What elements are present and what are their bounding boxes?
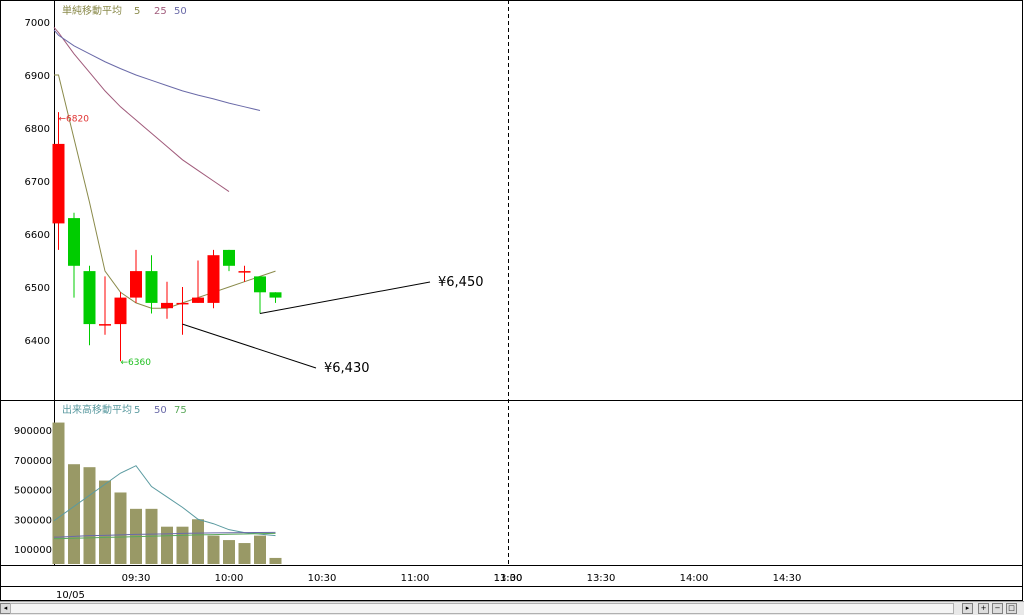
callout-line <box>259 281 431 314</box>
volume-bar <box>99 480 111 564</box>
candle-body <box>145 271 158 303</box>
legend-period: 75 <box>174 405 187 416</box>
candle-body <box>161 302 173 309</box>
time-tick-label: 10:30 <box>308 573 337 584</box>
candle-body <box>176 302 189 305</box>
scroll-right-button[interactable]: ▸ <box>962 603 973 614</box>
price-tick-label: 6400 <box>25 336 50 347</box>
legend-title: 出来高移動平均 <box>62 403 132 416</box>
price-tick-label: 6600 <box>25 230 50 241</box>
candle-body <box>223 249 235 266</box>
legend-period: 5 <box>134 405 140 416</box>
legend-title: 単純移動平均 <box>62 4 122 17</box>
volume-pane: 900000 700000 500000 300000 100000 出来高移動平均 5 50… <box>14 403 282 564</box>
price-tick-label: 6500 <box>25 283 50 294</box>
date-label: 10/05 <box>56 590 85 601</box>
volume-bar <box>223 540 235 564</box>
volume-bar <box>52 422 65 564</box>
candle-body <box>68 218 80 266</box>
price-marker-label: ←6360 <box>121 358 152 368</box>
callout-label: ¥6,450 <box>438 275 484 290</box>
volume-bar <box>161 526 173 564</box>
candle-body <box>130 271 142 298</box>
time-tick-label: 11:00 <box>401 573 430 584</box>
ma-line-5 <box>54 74 276 309</box>
scroll-track[interactable] <box>10 603 954 614</box>
ma-line-50 <box>53 29 261 111</box>
volume-tick-label: 900000 <box>14 426 52 437</box>
time-tick-label: 11:30 <box>494 573 523 584</box>
candle-body <box>207 255 220 303</box>
volume-ma-line-50 <box>54 531 276 538</box>
volume-bar <box>192 519 204 564</box>
candle-body <box>254 276 266 293</box>
candle-body <box>52 143 65 224</box>
price-tick-label: 6900 <box>25 71 50 82</box>
volume-bar <box>176 526 189 564</box>
price-tick-label: 7000 <box>25 18 50 29</box>
time-tick-label: 13:30 <box>587 573 616 584</box>
price-tick-label: 6800 <box>25 124 50 135</box>
time-tick-label: 09:30 <box>122 573 151 584</box>
horizontal-scrollbar[interactable]: ◂ ▸ + − □ <box>0 601 1024 615</box>
volume-bar <box>207 535 220 564</box>
candle-body <box>269 292 282 298</box>
zoom-out-button[interactable]: − <box>992 603 1003 614</box>
volume-bar <box>238 543 251 564</box>
candle-body <box>99 324 111 326</box>
time-tick-label: 14:00 <box>680 573 709 584</box>
callout-line <box>182 323 317 369</box>
volume-tick-label: 100000 <box>14 545 52 556</box>
volume-bar <box>269 557 282 564</box>
volume-ma-line-75 <box>54 532 276 540</box>
candle-body <box>192 297 204 303</box>
legend-period: 25 <box>154 6 167 17</box>
fit-button[interactable]: □ <box>1006 603 1017 614</box>
legend-period: 5 <box>134 6 140 17</box>
time-tick-label: 13:00 <box>494 573 523 584</box>
price-tick-label: 6700 <box>25 177 50 188</box>
zoom-in-button[interactable]: + <box>978 603 989 614</box>
volume-tick-label: 700000 <box>14 456 52 467</box>
price-marker-label: ←6820 <box>59 114 90 124</box>
legend-period: 50 <box>174 6 187 17</box>
volume-bar <box>83 467 96 564</box>
price-pane: 7000 6900 6800 6700 6600 6500 6400 単純移動平均 5 25 50 ←… <box>25 4 484 376</box>
callout-label: ¥6,430 <box>324 361 370 376</box>
volume-bar <box>68 464 80 564</box>
ma-line-25 <box>53 26 230 193</box>
candle-body <box>114 297 127 325</box>
chart-border <box>0 0 1023 601</box>
volume-bar <box>254 535 266 564</box>
legend-period: 50 <box>154 405 167 416</box>
volume-bar <box>114 492 127 564</box>
volume-tick-label: 300000 <box>14 515 52 526</box>
candle-body <box>238 271 251 273</box>
volume-tick-label: 500000 <box>14 486 52 497</box>
time-tick-label: 10:00 <box>215 573 244 584</box>
candle-body <box>83 271 96 325</box>
time-tick-label: 14:30 <box>773 573 802 584</box>
